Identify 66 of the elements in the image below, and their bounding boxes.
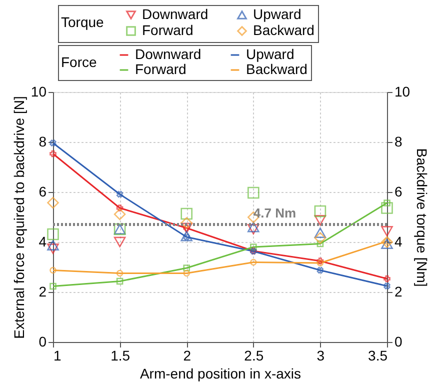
point <box>384 282 390 290</box>
point <box>381 226 393 236</box>
point <box>316 266 324 274</box>
text: Force <box>61 54 97 70</box>
point <box>314 205 326 218</box>
point <box>250 258 257 266</box>
y2-tick-label: 6 <box>394 184 402 200</box>
point <box>116 204 124 212</box>
x-axis-title: Arm-end position in x-axis <box>140 366 302 382</box>
legend-label: Forward <box>142 22 194 38</box>
y2-tick-label: 0 <box>394 334 402 350</box>
y-tick-label: 0 <box>38 334 47 350</box>
y2-tick-label: 2 <box>394 284 402 300</box>
point <box>384 275 390 282</box>
y-axis-title: External force required to backdrive [N] <box>10 96 27 339</box>
y-tick-label: 10 <box>30 84 47 100</box>
point <box>50 282 56 290</box>
x-tick-label: 2.5 <box>244 348 264 364</box>
point <box>47 196 59 209</box>
y-tick-label: 8 <box>38 134 47 150</box>
y-tick-label: 2 <box>38 284 47 300</box>
point <box>248 222 260 232</box>
x-tick-label: 1 <box>54 348 62 364</box>
point <box>250 244 257 250</box>
point <box>183 270 190 277</box>
point <box>314 228 326 238</box>
point <box>384 200 390 206</box>
legend-label: Downward <box>135 46 202 62</box>
legend-label: Backward <box>246 61 308 77</box>
point <box>50 150 56 158</box>
x-tick-label: 2 <box>183 348 192 364</box>
legend-label: Upward <box>253 6 302 22</box>
point <box>47 244 59 254</box>
point <box>114 208 126 220</box>
y2-tick-label: 10 <box>394 84 410 100</box>
legend-label: Backward <box>253 22 314 38</box>
point <box>116 270 124 277</box>
y2-tick-label: 4 <box>394 234 402 250</box>
point <box>116 278 124 285</box>
y2-axis-title: Backdrive torque [Nm] <box>414 148 430 287</box>
point <box>47 228 59 240</box>
point <box>47 240 59 250</box>
x-tick-label: 3.5 <box>368 348 388 364</box>
legend-label: Forward <box>135 61 186 77</box>
point <box>116 190 124 198</box>
point <box>180 217 192 229</box>
x-tick-label: 3 <box>316 348 325 364</box>
y2-tick-label: 8 <box>394 134 402 150</box>
point <box>316 240 324 248</box>
text: Torque <box>61 14 104 30</box>
point <box>180 208 192 220</box>
point <box>314 215 326 226</box>
point <box>183 264 190 272</box>
point <box>248 224 260 234</box>
y-tick-label: 4 <box>38 234 47 250</box>
legend-label: Downward <box>142 6 208 22</box>
point <box>50 140 56 146</box>
point <box>248 186 260 199</box>
x-tick-label: 1.5 <box>110 348 130 364</box>
point <box>314 232 326 244</box>
y-tick-label: 6 <box>38 184 47 200</box>
ref-line-label: 4.7 Nm <box>253 206 296 220</box>
point <box>381 202 393 214</box>
point <box>381 238 393 249</box>
legend-label: Upward <box>246 46 294 62</box>
point <box>114 236 126 248</box>
